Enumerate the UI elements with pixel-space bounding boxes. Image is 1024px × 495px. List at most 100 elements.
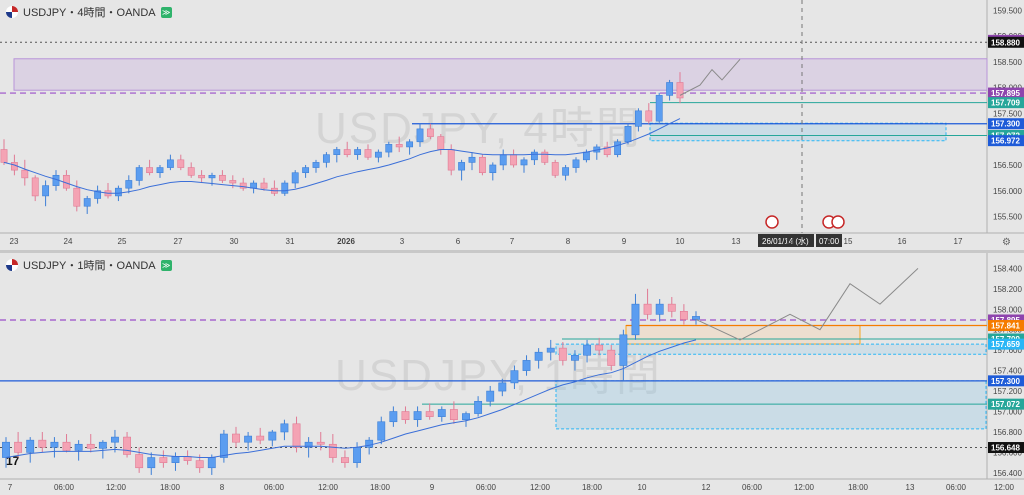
price-tick-label: 157.600 bbox=[993, 346, 1022, 355]
candle-body bbox=[111, 436, 119, 443]
time-tick-label: 13 bbox=[906, 483, 915, 492]
candle-body bbox=[676, 82, 684, 99]
pane-divider[interactable] bbox=[0, 250, 1024, 253]
chart-pane-4h[interactable]: USDJPY・4時間・OANDA ≫ USDJPY, 4時間 159.500 15… bbox=[0, 0, 1024, 250]
candle-body bbox=[478, 156, 486, 174]
time-tick-label: 7 bbox=[510, 237, 515, 246]
time-tick-label: 10 bbox=[638, 483, 647, 492]
time-tick-label: 27 bbox=[174, 237, 183, 246]
candle-body bbox=[416, 128, 424, 143]
candle-body bbox=[171, 456, 180, 463]
symbol-title-1h[interactable]: USDJPY・1時間・OANDA bbox=[23, 260, 156, 272]
time-tick-label: 18:00 bbox=[370, 483, 391, 492]
candle-body bbox=[146, 167, 154, 174]
time-tick-label: 31 bbox=[286, 237, 295, 246]
price-label-tag bbox=[988, 375, 1024, 387]
candle-body bbox=[374, 151, 382, 158]
projection-path bbox=[679, 58, 741, 96]
time-tick-label: 8 bbox=[220, 483, 225, 492]
us-flag-icon bbox=[765, 215, 779, 229]
chart-canvas-1h[interactable]: 158.400158.200158.000157.800157.600157.4… bbox=[0, 253, 1024, 495]
time-tick-label: 15 bbox=[844, 237, 853, 246]
candle-body bbox=[498, 382, 507, 392]
candle-body bbox=[135, 454, 144, 469]
candle-body bbox=[655, 95, 663, 122]
price-label-text: 158.880 bbox=[991, 38, 1020, 47]
us-flag-icon bbox=[831, 215, 845, 229]
time-tick-label: 12:00 bbox=[106, 483, 127, 492]
candle-body bbox=[645, 110, 653, 122]
price-label-text: 157.659 bbox=[991, 340, 1020, 349]
candle-body bbox=[341, 457, 349, 463]
chart-canvas-4h[interactable]: 159.500159.000158.500158.000157.500157.0… bbox=[0, 0, 1024, 250]
candle-body bbox=[679, 310, 688, 320]
time-tick-label: 3 bbox=[400, 237, 405, 246]
projection-path bbox=[695, 267, 919, 341]
candle-body bbox=[62, 441, 71, 451]
watermark-1h: USDJPY, 1時間 bbox=[335, 351, 662, 400]
symbol-title-4h[interactable]: USDJPY・4時間・OANDA bbox=[23, 7, 156, 19]
time-tick-label: 23 bbox=[10, 237, 19, 246]
price-tick-label: 157.000 bbox=[993, 408, 1022, 417]
price-label-tag bbox=[988, 135, 1024, 147]
candle-body bbox=[260, 182, 268, 189]
time-tick-label: 8 bbox=[566, 237, 571, 246]
live-badge-icon: ≫ bbox=[160, 6, 172, 18]
time-tick-label: 9 bbox=[622, 237, 627, 246]
candle-body bbox=[365, 439, 374, 448]
time-tick-label: 14 bbox=[786, 237, 795, 246]
candle-body bbox=[21, 169, 29, 179]
demand-zone bbox=[555, 380, 987, 430]
candle-body bbox=[98, 441, 107, 449]
cursor-time-label: 07:00 bbox=[819, 237, 840, 246]
price-tick-label: 156.500 bbox=[993, 161, 1022, 170]
candle-body bbox=[666, 82, 674, 96]
candle-body bbox=[207, 457, 216, 469]
candle-body bbox=[280, 423, 289, 433]
candle-body bbox=[546, 347, 555, 353]
price-label-text: 157.709 bbox=[991, 99, 1020, 108]
price-label-text: 157.300 bbox=[991, 120, 1020, 129]
time-tick-label: 10 bbox=[676, 237, 685, 246]
candle-body bbox=[624, 126, 632, 143]
price-tick-label: 157.500 bbox=[993, 109, 1022, 118]
candle-body bbox=[619, 334, 628, 366]
candle-body bbox=[218, 174, 226, 181]
candle-body bbox=[135, 167, 143, 181]
time-tick-label: 18:00 bbox=[582, 483, 603, 492]
candle-body bbox=[302, 167, 310, 174]
resistance-zone bbox=[625, 325, 861, 345]
time-tick-label: 06:00 bbox=[476, 483, 497, 492]
time-tick-label: 9 bbox=[430, 483, 435, 492]
candle-body bbox=[156, 167, 164, 174]
candle-body bbox=[73, 187, 81, 207]
cursor-time-tag bbox=[816, 234, 842, 247]
price-tick-label: 157.400 bbox=[993, 367, 1022, 376]
candle-body bbox=[437, 409, 446, 417]
candle-body bbox=[489, 164, 497, 174]
gear-icon[interactable]: ⚙ bbox=[1002, 237, 1011, 248]
price-tick-label: 157.200 bbox=[993, 387, 1022, 396]
candle-body bbox=[198, 174, 206, 179]
candle-body bbox=[195, 460, 204, 469]
chart-pane-1h[interactable]: USDJPY・1時間・OANDA ≫ USDJPY, 1時間 158.400 15… bbox=[0, 253, 1024, 495]
candle-body bbox=[123, 436, 131, 455]
watermark-4h: USDJPY, 4時間 bbox=[315, 104, 642, 153]
demand-zone bbox=[555, 343, 987, 355]
price-label-tag bbox=[988, 442, 1024, 454]
price-label-text: 156.972 bbox=[991, 137, 1020, 146]
candle-body bbox=[385, 144, 393, 153]
us-flag-icon bbox=[6, 6, 18, 18]
price-label-text: 157.300 bbox=[991, 377, 1020, 386]
candle-body bbox=[462, 413, 470, 421]
candle-body bbox=[614, 141, 622, 155]
candle-body bbox=[667, 303, 676, 312]
candle-body bbox=[292, 423, 301, 448]
time-tick-label: 2026 bbox=[337, 237, 355, 246]
candle-body bbox=[406, 141, 414, 148]
candle-body bbox=[510, 154, 518, 166]
price-tick-label: 158.000 bbox=[993, 305, 1022, 314]
candle-body bbox=[328, 443, 337, 458]
candle-body bbox=[312, 162, 320, 168]
price-label-tag bbox=[988, 97, 1024, 109]
